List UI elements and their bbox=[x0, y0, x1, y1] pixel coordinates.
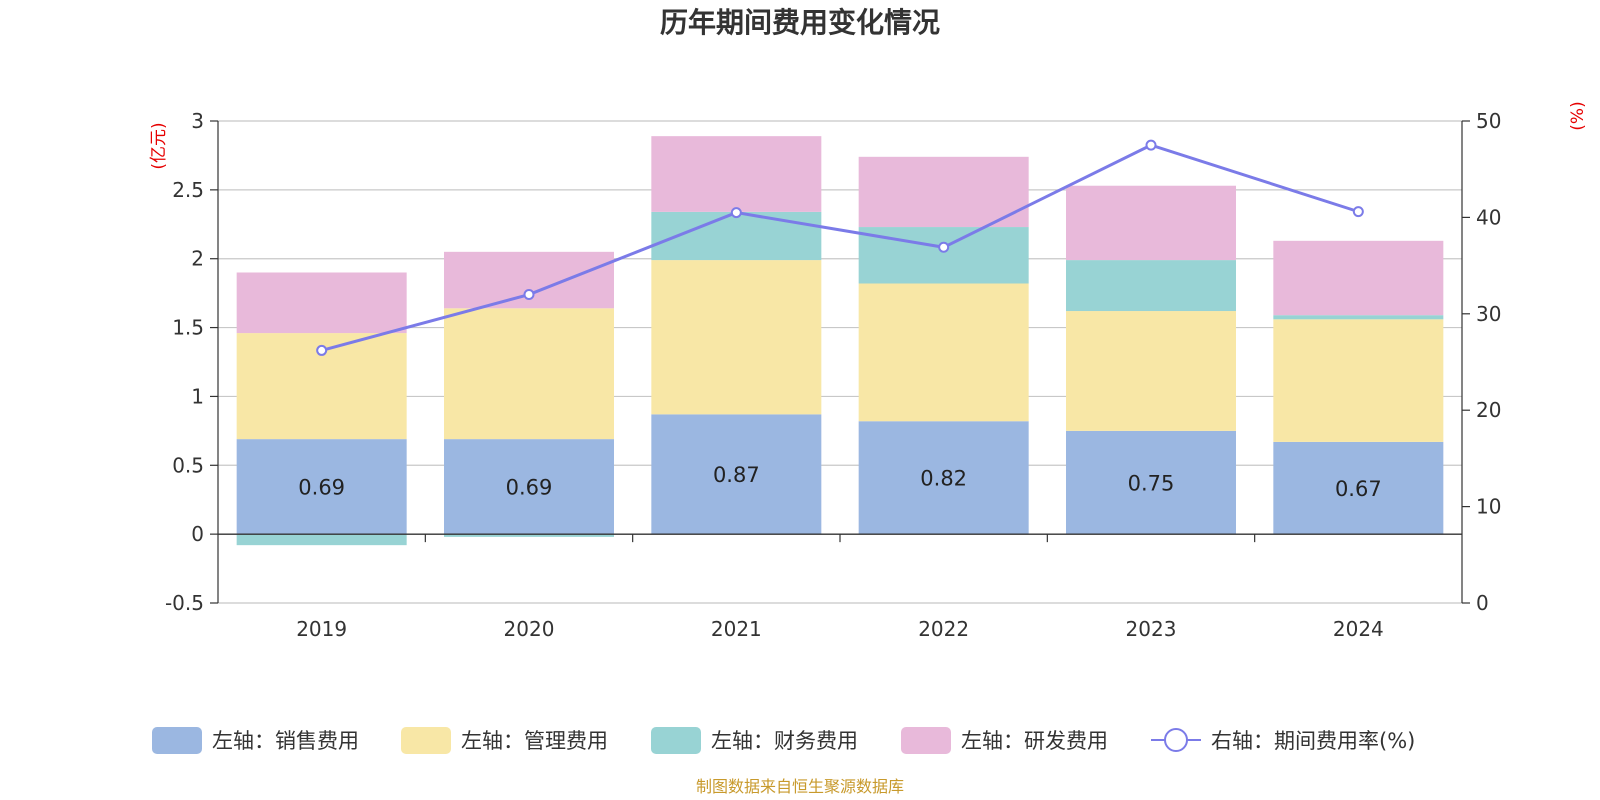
rate-point bbox=[1352, 206, 1364, 218]
bar-segment bbox=[236, 272, 407, 334]
right-axis-tick-label: 10 bbox=[1476, 495, 1501, 519]
bar-data-label: 0.87 bbox=[713, 463, 760, 487]
rate-point bbox=[316, 344, 328, 356]
bar-segment bbox=[444, 439, 614, 535]
x-axis-tick-label: 2019 bbox=[296, 617, 347, 641]
x-axis-tick-label: 2022 bbox=[918, 617, 969, 641]
left-axis-tick-label: 3 bbox=[191, 109, 204, 133]
right-axis-tick-label: 50 bbox=[1476, 109, 1501, 133]
bar-segment bbox=[651, 414, 822, 535]
left-axis-tick-label: 1 bbox=[191, 384, 204, 408]
bar-segment bbox=[858, 283, 1029, 422]
right-axis-tick-label: 30 bbox=[1476, 302, 1501, 326]
left-axis-tick-label: 0.5 bbox=[172, 453, 204, 477]
bar-segment bbox=[1066, 260, 1236, 312]
legend-label: 左轴：管理费用 bbox=[461, 729, 608, 753]
bar-segment bbox=[1066, 311, 1236, 431]
rate-point bbox=[730, 207, 742, 219]
bar-data-label: 0.69 bbox=[506, 476, 553, 500]
line-series bbox=[316, 139, 1364, 356]
right-axis-tick-label: 20 bbox=[1476, 398, 1501, 422]
bar-segment bbox=[858, 421, 1029, 535]
grid-lines bbox=[218, 120, 1462, 604]
bar-segment bbox=[1273, 441, 1444, 535]
bar-segment bbox=[236, 534, 407, 546]
legend-label: 左轴：财务费用 bbox=[711, 729, 858, 753]
left-axis-tick-label: 2 bbox=[191, 247, 204, 271]
bar-segment bbox=[858, 156, 1029, 228]
legend-label: 右轴：期间费用率(%) bbox=[1211, 729, 1415, 753]
legend-marker bbox=[1164, 728, 1188, 752]
data-source-note: 制图数据来自恒生聚源数据库 bbox=[696, 777, 904, 796]
right-axis-tick-label: 0 bbox=[1476, 591, 1489, 615]
x-axis-tick-label: 2023 bbox=[1126, 617, 1177, 641]
bar-segment bbox=[1066, 185, 1236, 261]
legend-swatch bbox=[901, 727, 951, 754]
bar-segment bbox=[444, 308, 614, 440]
bar-segment bbox=[651, 260, 822, 415]
legend-swatch bbox=[401, 727, 451, 754]
rate-line bbox=[321, 143, 1359, 352]
right-axis-unit: (%) bbox=[1568, 101, 1588, 130]
bar-segment bbox=[444, 534, 614, 537]
bar-series bbox=[236, 136, 1444, 546]
left-axis-unit: (亿元) bbox=[149, 122, 169, 169]
bar-data-label: 0.67 bbox=[1335, 477, 1382, 501]
right-axis-tick-label: 40 bbox=[1476, 205, 1501, 229]
legend-swatch bbox=[152, 727, 202, 754]
bar-segment bbox=[1273, 315, 1444, 320]
bar-segment bbox=[1273, 319, 1444, 442]
rate-point bbox=[523, 289, 535, 301]
x-axis-tick-label: 2020 bbox=[504, 617, 555, 641]
rate-point bbox=[1145, 139, 1157, 151]
left-axis-tick-label: 1.5 bbox=[172, 316, 204, 340]
legend-swatch bbox=[651, 727, 701, 754]
bar-data-label: 0.75 bbox=[1128, 472, 1175, 496]
bar-segment bbox=[1066, 430, 1236, 535]
x-axis-tick-label: 2021 bbox=[711, 617, 762, 641]
rate-point bbox=[938, 241, 950, 253]
x-axis-tick-label: 2024 bbox=[1333, 617, 1384, 641]
bar-segment bbox=[236, 439, 407, 535]
chart-title: 历年期间费用变化情况 bbox=[660, 6, 940, 39]
bar-segment bbox=[651, 136, 822, 212]
bar-data-label: 0.69 bbox=[298, 476, 345, 500]
bar-segment bbox=[858, 227, 1029, 284]
left-axis-tick-label: 0 bbox=[191, 522, 204, 546]
bar-segment bbox=[1273, 240, 1444, 316]
left-axis-tick-label: -0.5 bbox=[165, 591, 204, 615]
legend-label: 左轴：销售费用 bbox=[212, 729, 359, 753]
data-labels: 0.69 0.69 0.87 0.82 0.75 0.67 bbox=[298, 463, 1381, 501]
legend-label: 左轴：研发费用 bbox=[961, 729, 1108, 753]
left-axis-tick-label: 2.5 bbox=[172, 178, 204, 202]
legend: 左轴：销售费用 左轴：管理费用 左轴：财务费用 左轴：研发费用 右轴：期间费用率(%) bbox=[152, 727, 1415, 754]
bar-data-label: 0.82 bbox=[920, 467, 967, 491]
